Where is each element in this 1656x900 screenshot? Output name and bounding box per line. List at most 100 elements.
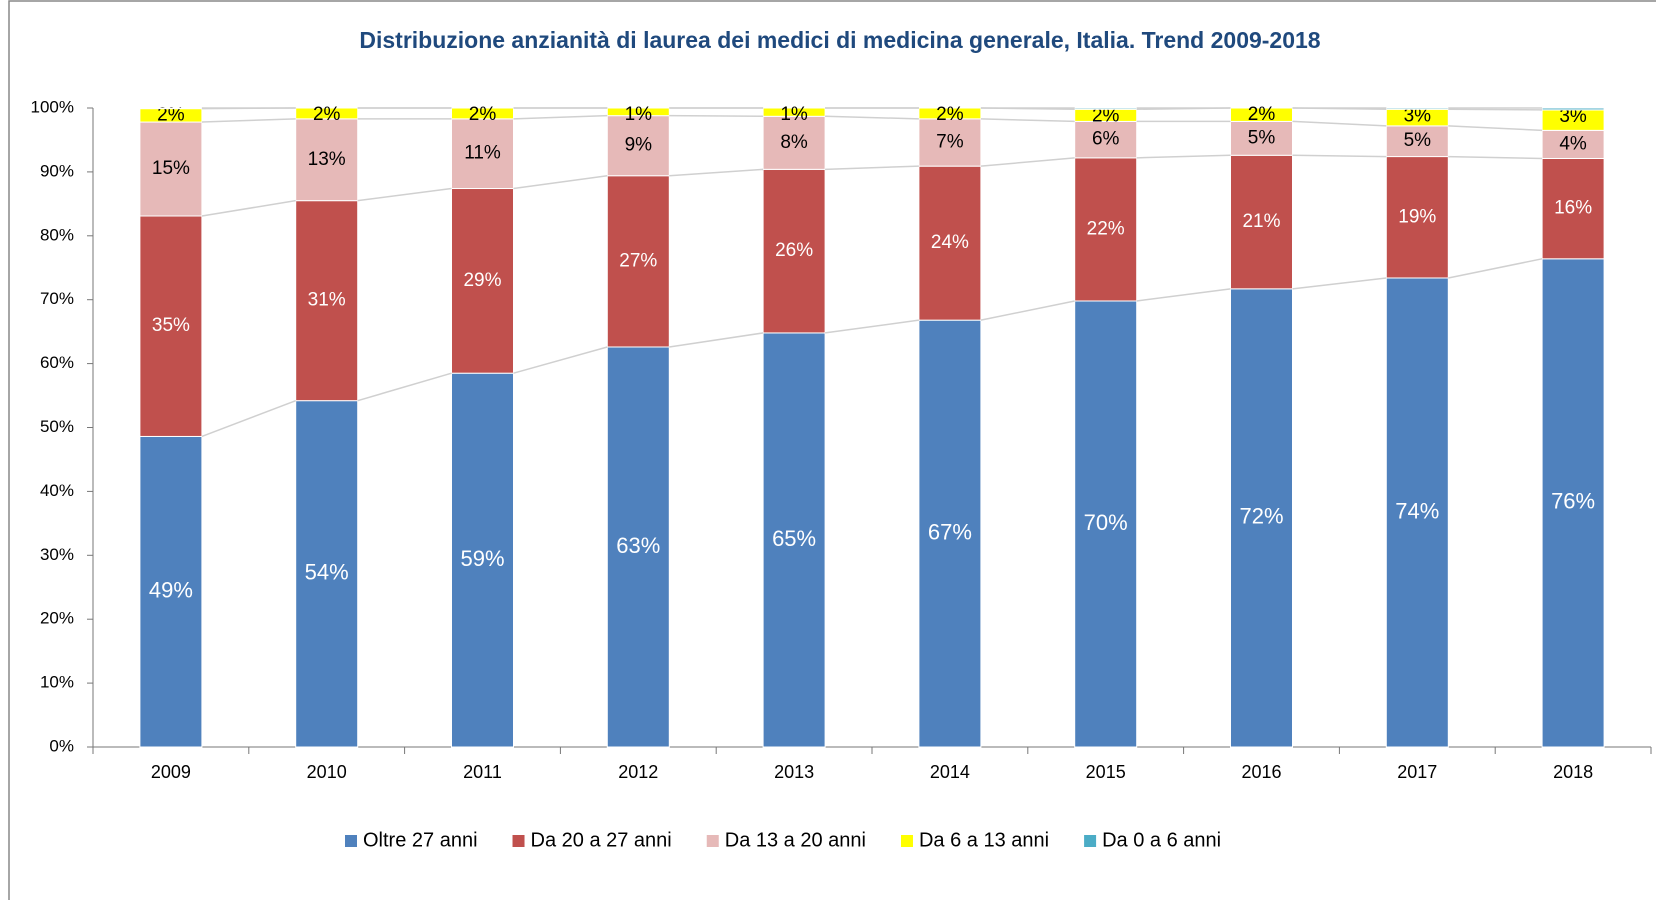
data-label: 6% <box>1092 129 1120 150</box>
data-label: 70% <box>1084 510 1128 535</box>
legend-swatch <box>900 835 913 847</box>
bar-segment <box>762 168 826 334</box>
x-tick-label: 2012 <box>618 762 658 782</box>
x-tick-label: 2011 <box>463 762 502 782</box>
y-tick-label: 20% <box>40 609 74 628</box>
x-tick-label: 2010 <box>307 762 347 782</box>
data-label: 31% <box>308 290 346 311</box>
series-line <box>1448 108 1543 111</box>
bar-segment <box>139 121 203 217</box>
bar-segment <box>451 188 514 374</box>
y-tick-label: 0% <box>49 736 74 755</box>
series-line <box>980 300 1075 321</box>
bar-segment <box>1541 157 1605 260</box>
y-tick-label: 90% <box>40 161 74 180</box>
data-label: 8% <box>780 132 808 153</box>
series-line <box>1292 120 1387 127</box>
data-label: 5% <box>1404 130 1432 151</box>
data-label: 63% <box>616 533 660 558</box>
data-label: 19% <box>1398 206 1436 227</box>
data-label: 2% <box>469 104 497 125</box>
bar-segment <box>1074 120 1138 159</box>
series-line <box>669 332 764 348</box>
x-tick-label: 2016 <box>1241 762 1281 782</box>
series-line <box>1448 258 1543 279</box>
data-label: 29% <box>463 270 501 291</box>
legend-swatch <box>1084 835 1097 847</box>
series-line <box>357 372 452 402</box>
series-line <box>824 319 920 334</box>
bar-segment <box>1230 120 1293 156</box>
bar-segment <box>1230 154 1293 290</box>
y-tick-label: 100% <box>31 97 74 116</box>
series-line <box>980 157 1075 167</box>
data-label: 74% <box>1395 498 1439 523</box>
bar-segment <box>295 400 359 748</box>
bar-segment <box>451 118 514 190</box>
data-label: 24% <box>931 232 969 253</box>
x-tick-label: 2018 <box>1553 762 1593 782</box>
data-label: 59% <box>460 546 504 571</box>
legend-label: Da 6 a 13 anni <box>919 829 1049 851</box>
bar-segment <box>918 165 982 321</box>
data-label: 67% <box>928 519 972 544</box>
data-label: 9% <box>625 135 653 156</box>
series-line <box>669 114 764 118</box>
bar-segment <box>139 215 203 437</box>
data-label: 15% <box>152 158 190 179</box>
bar-segment <box>295 118 359 202</box>
data-label: 1% <box>780 104 808 125</box>
bar-segment <box>295 107 359 120</box>
data-label: 22% <box>1087 218 1125 239</box>
y-tick-label: 70% <box>40 289 74 308</box>
bar-segment <box>139 435 203 748</box>
series-line <box>513 114 608 120</box>
legend-label: Da 13 a 20 anni <box>725 829 866 851</box>
bar-segment <box>1385 277 1449 748</box>
y-tick-label: 40% <box>40 481 74 500</box>
data-label: 2% <box>1248 104 1276 125</box>
series-line <box>201 399 296 438</box>
data-label: 21% <box>1242 211 1280 232</box>
series-line <box>825 165 919 171</box>
data-label: 27% <box>619 250 657 271</box>
chart-border <box>8 0 1656 900</box>
data-label: 2% <box>936 104 964 125</box>
series-line <box>669 168 764 177</box>
data-label: 1% <box>625 104 653 125</box>
y-tick-label: 30% <box>40 545 74 564</box>
legend-swatch <box>706 835 719 847</box>
data-label: 72% <box>1239 504 1283 529</box>
bar-segment <box>762 332 826 748</box>
y-tick-label: 60% <box>40 353 74 372</box>
bar-segment <box>139 107 203 110</box>
data-label: 4% <box>1559 133 1587 154</box>
bar-segment <box>918 107 982 120</box>
data-label: 2% <box>313 104 341 125</box>
series-line <box>980 118 1075 123</box>
bar-segment <box>606 107 670 117</box>
series-line <box>1448 155 1543 160</box>
legend-swatch <box>345 835 357 847</box>
y-tick-label: 50% <box>40 417 74 436</box>
series-line <box>1136 154 1231 159</box>
x-tick-label: 2009 <box>151 762 191 782</box>
x-tick-label: 2015 <box>1086 762 1126 782</box>
data-label: 11% <box>464 143 501 164</box>
chart-title: Distribuzione anzianità di laurea dei me… <box>359 27 1320 53</box>
bar-segment <box>451 372 514 748</box>
series-line <box>201 118 296 123</box>
y-tick-label: 10% <box>40 673 74 692</box>
bar-segment <box>1385 125 1449 158</box>
bar-segment <box>1230 288 1293 748</box>
y-tick-label: 80% <box>40 225 74 244</box>
data-label: 3% <box>1404 105 1432 126</box>
bar-segment <box>1074 157 1138 302</box>
data-label: 49% <box>149 578 193 603</box>
series-line <box>201 199 296 217</box>
bar-segment <box>606 346 670 748</box>
series-line <box>1136 288 1231 302</box>
data-label: 5% <box>1248 127 1276 148</box>
bar-segment <box>1541 129 1605 159</box>
